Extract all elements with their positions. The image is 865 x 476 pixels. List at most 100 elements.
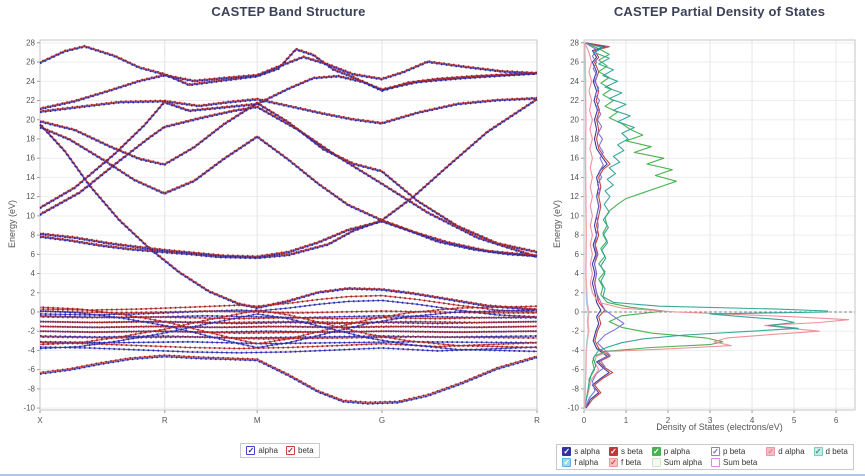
dos-legend-checkbox-sum-alpha[interactable] [651,458,661,467]
svg-text:5: 5 [792,416,797,425]
beta-band-line [39,97,538,124]
dos-legend-checkbox-d-beta[interactable]: ✓ [813,446,823,456]
dos-legend-box: ✓ s alpha ✓ s beta ✓ p alpha ✓ p beta ✓ d alpha ✓ d… [556,444,854,470]
dos-legend-checkbox-sum-beta[interactable] [711,458,721,467]
svg-text:0: 0 [575,307,580,316]
beta-band-markers [39,315,538,320]
dos-legend-label: s beta [621,447,643,456]
alpha-band-line [39,73,538,209]
beta-band-line [39,330,538,334]
beta-band-markers [39,105,538,258]
dos-legend-item-p-beta[interactable]: ✓ p beta [711,447,757,456]
dos-legend-item-d-alpha[interactable]: ✓ d alpha [766,446,805,456]
svg-text:24: 24 [570,77,579,86]
svg-text:M: M [254,416,261,425]
dos-legend-item-s-alpha[interactable]: ✓ s alpha [562,447,600,456]
svg-text:X: X [37,416,43,425]
dos-curve-d-alpha [584,42,850,409]
alpha-band-line [39,46,538,92]
dos-legend-label: p alpha [663,447,691,456]
alpha-band-markers [39,334,538,339]
svg-text:R: R [534,416,540,425]
svg-text:14: 14 [26,173,35,182]
dos-legend-item-sum-beta[interactable]: Sum beta [711,458,757,467]
svg-text:4: 4 [31,269,36,278]
svg-text:-10: -10 [23,404,35,413]
svg-text:G: G [379,416,385,425]
beta-band-markers [39,341,538,350]
svg-text:-2: -2 [572,327,580,336]
svg-text:26: 26 [570,58,579,67]
dos-legend-checkbox-d-alpha[interactable]: ✓ [766,446,776,456]
dos-legend-checkbox-f-beta[interactable]: ✓ [609,457,618,467]
alpha-band-line [39,346,538,354]
band-legend-item-beta[interactable]: ✓ beta [286,446,314,455]
beta-band-line [39,45,538,91]
dos-legend-checkbox-p-alpha[interactable]: ✓ [651,446,661,456]
band-legend-item-alpha[interactable]: ✓ alpha [246,446,278,455]
svg-text:2: 2 [666,416,671,425]
svg-text:-4: -4 [28,346,36,355]
dos-curve-p-beta [584,42,625,409]
beta-band-markers [39,325,538,329]
svg-text:26: 26 [26,58,35,67]
dos-curve-d-beta [584,42,829,409]
beta-band-markers [39,320,538,324]
alpha-band-line [39,356,538,405]
dos-legend-checkbox-s-alpha[interactable]: ✓ [562,446,572,456]
band-legend-label: alpha [258,446,278,455]
svg-text:12: 12 [570,192,579,201]
alpha-band-markers [39,72,538,210]
alpha-band-markers [39,97,538,125]
svg-text:8: 8 [575,231,580,240]
beta-band-markers [39,44,538,92]
svg-text:4: 4 [750,416,755,425]
dos-legend-item-f-alpha[interactable]: ✓ f alpha [562,458,600,467]
band-legend: ✓ alpha ✓ beta [0,443,560,458]
svg-text:3: 3 [708,416,713,425]
svg-text:2: 2 [31,288,36,297]
dos-legend-checkbox-p-beta[interactable]: ✓ [711,446,721,456]
alpha-band-markers [39,355,538,405]
dos-legend-item-d-beta[interactable]: ✓ d beta [813,446,848,456]
beta-band-line [39,105,538,257]
alpha-band-markers [39,309,538,349]
dos-legend-label: f alpha [574,458,599,467]
dos-legend-checkbox-f-alpha[interactable]: ✓ [562,457,572,467]
dos-legend-checkbox-s-beta[interactable]: ✓ [609,446,618,456]
svg-text:20: 20 [26,115,35,124]
alpha-band-markers [39,106,538,259]
dos-legend-item-s-beta[interactable]: ✓ s beta [609,447,643,456]
dos-x-axis-label: Density of States (electrons/eV) [656,422,783,432]
svg-text:4: 4 [575,269,580,278]
svg-text:8: 8 [31,231,36,240]
svg-text:-2: -2 [28,327,36,336]
beta-band-line [39,309,538,349]
band-legend-checkbox-alpha[interactable]: ✓ [246,445,256,455]
dos-legend-label: p beta [723,447,746,456]
svg-text:-10: -10 [567,404,579,413]
dos-legend-item-p-alpha[interactable]: ✓ p alpha [651,446,702,456]
band-chart-title: CASTEP Band Structure [211,4,366,19]
svg-text:10: 10 [570,211,579,220]
beta-band-line [39,295,538,313]
svg-text:-6: -6 [572,365,580,374]
svg-text:28: 28 [26,38,35,47]
svg-text:24: 24 [26,77,35,86]
dos-legend-item-f-beta[interactable]: ✓ f beta [609,458,643,467]
alpha-band-line [39,221,538,258]
dos-chart-title: CASTEP Partial Density of States [613,4,826,19]
svg-text:28: 28 [570,38,579,47]
svg-text:22: 22 [26,96,35,105]
dos-legend-label: s alpha [574,447,600,456]
svg-text:20: 20 [570,115,579,124]
beta-band-line [39,55,538,109]
band-legend-checkbox-beta[interactable]: ✓ [286,445,295,455]
dos-legend-item-sum-alpha[interactable]: Sum alpha [651,458,702,467]
beta-band-line [39,72,538,208]
beta-band-line [39,98,538,221]
band-legend-box: ✓ alpha ✓ beta [240,443,320,458]
